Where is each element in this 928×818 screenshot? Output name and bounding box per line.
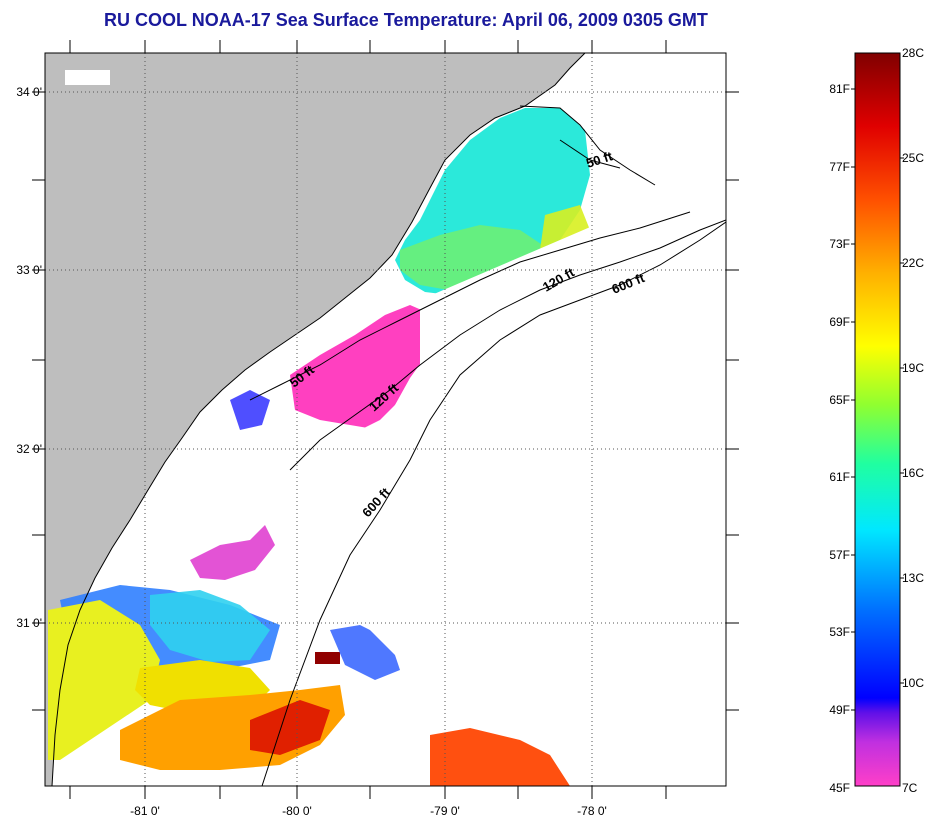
- colorbar-c-label: 7C: [902, 781, 918, 795]
- map-title: RU COOL NOAA-17 Sea Surface Temperature:…: [104, 10, 708, 30]
- cloud-cover-east: [330, 175, 726, 786]
- colorbar-f-label: 57F: [829, 548, 850, 562]
- colorbar-f-label: 81F: [829, 82, 850, 96]
- sst-patch-cyan-sw: [150, 590, 270, 662]
- lat-label-34: 34 0': [16, 85, 42, 99]
- isobath-50ft: [249, 139, 691, 401]
- lat-lon-grid: [45, 53, 726, 786]
- lon-label-81: -81 0': [130, 804, 160, 818]
- lat-label-33: 33 0': [16, 263, 42, 277]
- colorbar-f-label: 49F: [829, 703, 850, 717]
- sst-patch-yellow-sw: [48, 600, 160, 760]
- lon-label-78: -78 0': [577, 804, 607, 818]
- sst-patch-pink-mid: [290, 305, 440, 430]
- sst-patch-maroon: [315, 652, 340, 664]
- colorbar-f-label: 53F: [829, 625, 850, 639]
- sst-patch-magenta-sw: [190, 525, 275, 580]
- lon-label-80: -80 0': [282, 804, 312, 818]
- lat-label-31: 31 0': [16, 616, 42, 630]
- sst-patch-red-south: [430, 728, 570, 786]
- colorbar-c-label: 16C: [902, 466, 925, 480]
- axis-ticks: [32, 40, 739, 799]
- sst-patch-darkred-south: [250, 700, 330, 755]
- colorbar-c-label: 10C: [902, 676, 925, 690]
- colorbar-c-label: 28C: [902, 46, 925, 60]
- map-frame: [44, 52, 727, 787]
- colorbar-f-label: 77F: [829, 160, 850, 174]
- colorbar-f-label: 73F: [829, 237, 850, 251]
- colorbar-c-label: 22C: [902, 256, 925, 270]
- isobath-600ft: [261, 221, 726, 786]
- cloud-patch: [65, 70, 110, 85]
- lat-label-32: 32 0': [16, 442, 42, 456]
- colorbar-ticks: [851, 88, 904, 711]
- colorbar-f-label: 65F: [829, 393, 850, 407]
- colorbar: [854, 52, 901, 787]
- lon-label-79: -79 0': [430, 804, 460, 818]
- colorbar-f-label: 61F: [829, 470, 850, 484]
- colorbar-f-label: 69F: [829, 315, 850, 329]
- colorbar-c-label: 13C: [902, 571, 925, 585]
- land-mass: [45, 53, 585, 786]
- colorbar-c-label: 25C: [902, 151, 925, 165]
- cape-fear-outline: [519, 105, 656, 186]
- isobath-120ft: [289, 219, 726, 471]
- colorbar-c-label: 19C: [902, 361, 925, 375]
- coastline: [51, 53, 586, 786]
- sst-patch-blue-mid: [230, 390, 270, 430]
- colorbar-f-label: 45F: [829, 781, 850, 795]
